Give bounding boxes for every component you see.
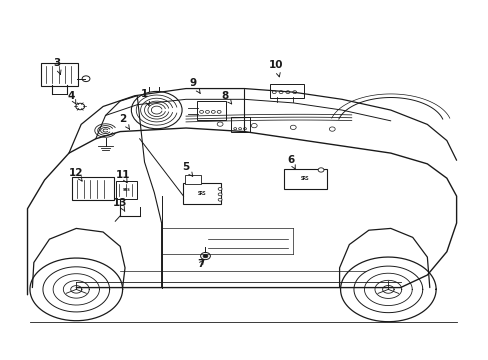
Text: 11: 11 — [115, 170, 130, 183]
FancyBboxPatch shape — [185, 175, 201, 184]
Text: 7: 7 — [197, 259, 204, 269]
FancyBboxPatch shape — [72, 177, 114, 201]
Circle shape — [272, 91, 276, 94]
Circle shape — [218, 193, 222, 196]
Circle shape — [200, 252, 210, 260]
Circle shape — [203, 254, 207, 258]
Circle shape — [329, 127, 334, 131]
Text: 10: 10 — [268, 60, 283, 77]
FancyBboxPatch shape — [41, 63, 78, 86]
Text: 4: 4 — [67, 91, 76, 104]
Text: 2: 2 — [119, 114, 129, 129]
Text: 9: 9 — [189, 78, 200, 93]
Circle shape — [211, 111, 215, 113]
Text: SRS: SRS — [197, 191, 205, 196]
FancyBboxPatch shape — [197, 101, 225, 120]
Text: 3: 3 — [53, 58, 61, 74]
Text: 1: 1 — [141, 89, 149, 105]
Circle shape — [290, 125, 296, 130]
FancyBboxPatch shape — [231, 117, 250, 132]
Circle shape — [238, 128, 241, 130]
Text: 8: 8 — [221, 91, 231, 104]
Circle shape — [318, 168, 324, 172]
Circle shape — [82, 76, 90, 82]
Circle shape — [218, 188, 222, 190]
Circle shape — [251, 123, 257, 128]
FancyBboxPatch shape — [116, 181, 137, 199]
Circle shape — [217, 111, 221, 113]
FancyBboxPatch shape — [270, 84, 304, 98]
Text: SRS: SRS — [122, 188, 130, 192]
Circle shape — [199, 111, 203, 113]
Circle shape — [243, 128, 246, 130]
Text: 5: 5 — [182, 162, 192, 176]
FancyBboxPatch shape — [182, 183, 221, 204]
FancyBboxPatch shape — [283, 168, 326, 189]
Text: 6: 6 — [286, 155, 295, 169]
Circle shape — [76, 103, 84, 110]
Text: 12: 12 — [69, 168, 83, 181]
Circle shape — [292, 91, 296, 94]
Circle shape — [205, 111, 209, 113]
Circle shape — [285, 91, 289, 94]
Text: 13: 13 — [113, 198, 127, 211]
Circle shape — [217, 122, 223, 126]
Circle shape — [279, 91, 283, 94]
Circle shape — [218, 198, 222, 201]
Circle shape — [131, 91, 182, 129]
Text: SRS: SRS — [301, 176, 309, 181]
Circle shape — [233, 128, 236, 130]
